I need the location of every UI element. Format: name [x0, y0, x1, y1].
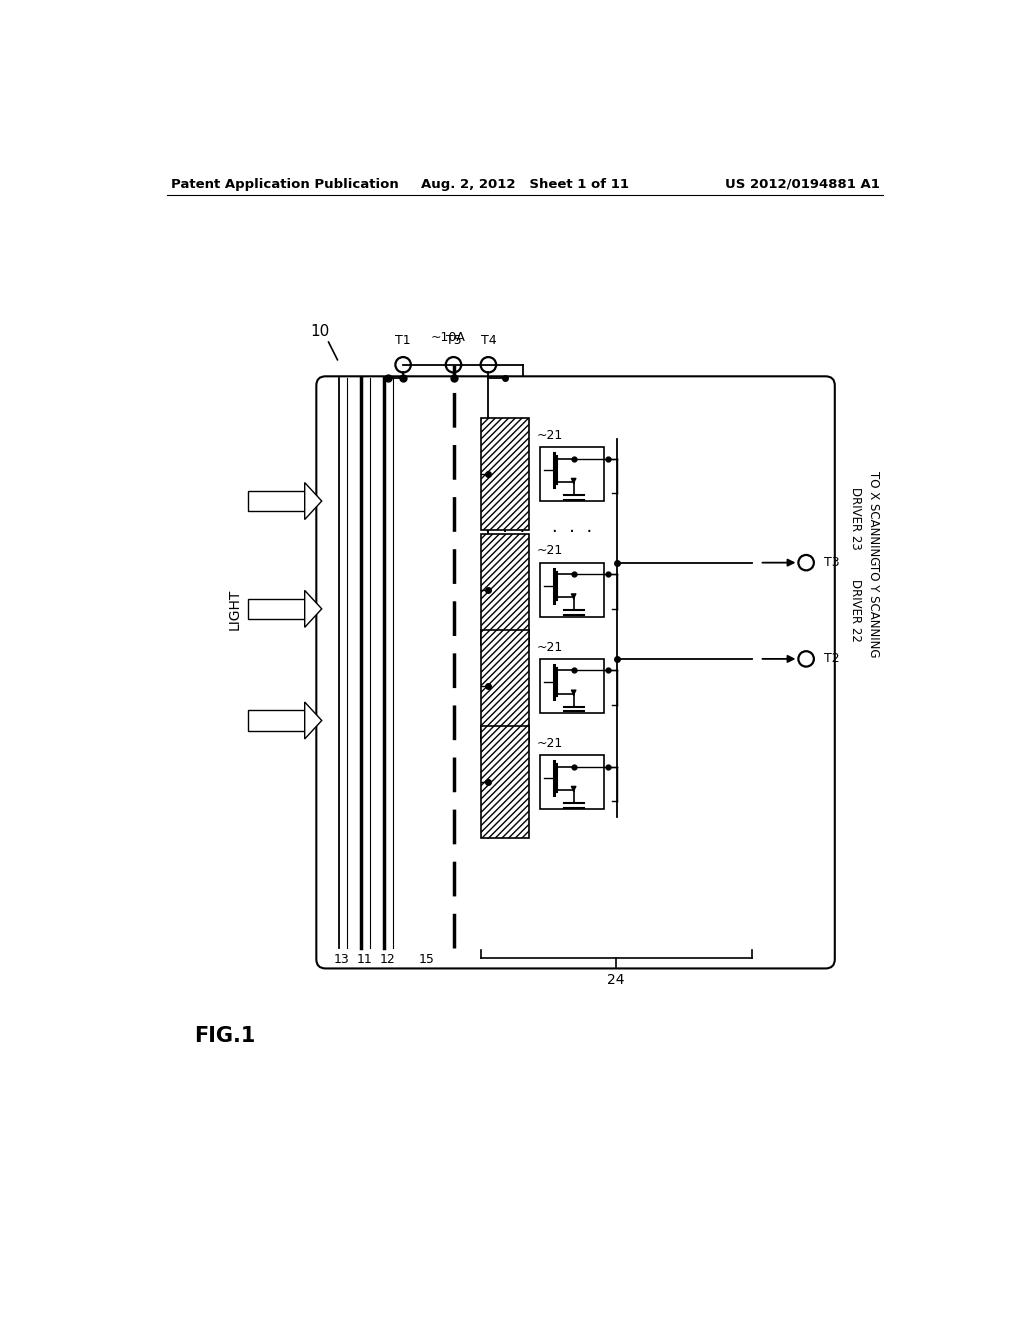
Text: FIG.1: FIG.1 [194, 1026, 255, 1047]
Text: 13: 13 [334, 953, 350, 966]
Bar [248, 599, 305, 619]
Text: 12: 12 [380, 953, 395, 966]
Bar [480, 533, 528, 645]
Bar [541, 562, 604, 616]
Text: T4: T4 [480, 334, 497, 347]
Text: ~21: ~21 [537, 640, 562, 653]
Text: ~21: ~21 [537, 737, 562, 750]
Text: Patent Application Publication: Patent Application Publication [171, 178, 398, 190]
Bar [541, 659, 604, 713]
Text: ~10A: ~10A [430, 331, 465, 345]
Bar [541, 755, 604, 809]
Bar [480, 630, 528, 742]
Text: LIGHT: LIGHT [228, 589, 242, 630]
Polygon shape [305, 702, 322, 739]
Text: 10: 10 [310, 325, 330, 339]
Text: T5: T5 [445, 334, 462, 347]
Text: US 2012/0194881 A1: US 2012/0194881 A1 [725, 178, 880, 190]
FancyBboxPatch shape [316, 376, 835, 969]
Text: ~21: ~21 [537, 429, 562, 442]
Text: TO X SCANNING
DRIVER 23: TO X SCANNING DRIVER 23 [849, 471, 880, 565]
Text: Aug. 2, 2012   Sheet 1 of 11: Aug. 2, 2012 Sheet 1 of 11 [421, 178, 629, 190]
Text: ·  ·  ·: · · · [484, 523, 524, 541]
Text: TO Y SCANNING
DRIVER 22: TO Y SCANNING DRIVER 22 [849, 564, 880, 657]
Bar [248, 710, 305, 730]
Text: 11: 11 [356, 953, 373, 966]
Polygon shape [305, 590, 322, 627]
Bar [480, 726, 528, 838]
Text: 15: 15 [419, 953, 434, 966]
Text: T1: T1 [395, 334, 411, 347]
Bar [480, 418, 528, 529]
Bar [248, 491, 305, 511]
Text: T3: T3 [824, 556, 840, 569]
Polygon shape [305, 483, 322, 520]
Text: 24: 24 [607, 973, 625, 987]
Bar [541, 447, 604, 502]
Text: ·  ·  ·: · · · [552, 523, 592, 541]
Text: T2: T2 [824, 652, 840, 665]
Text: ~21: ~21 [537, 544, 562, 557]
